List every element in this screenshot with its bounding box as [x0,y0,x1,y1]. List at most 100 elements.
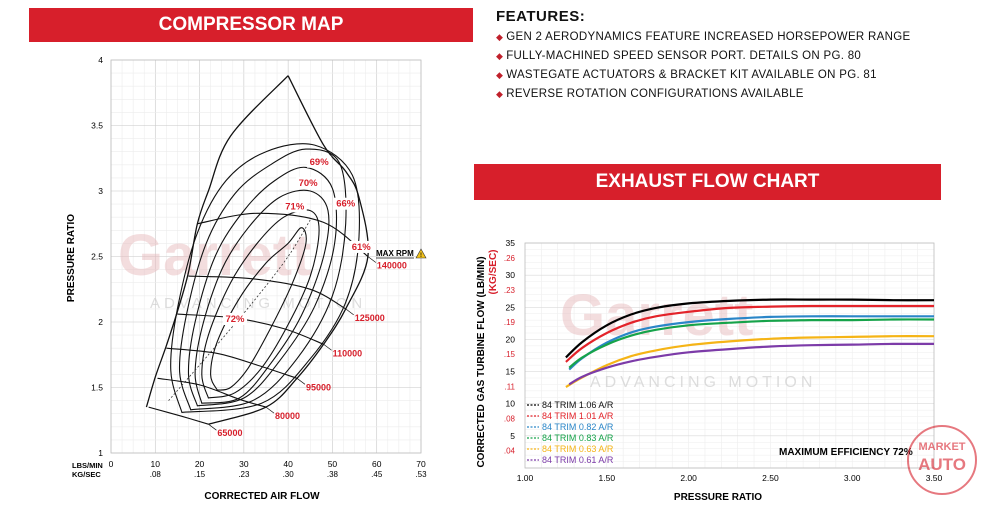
y-tick-label-lb-min: 35 [506,238,516,248]
speed-line-leader [296,378,306,385]
speed-line [166,347,298,379]
feature-item: ◆ WASTEGATE ACTUATORS & BRACKET KIT AVAIL… [496,66,966,85]
compressor-curves [145,75,377,431]
legend-entry: 84 TRIM 1.01 A/R [542,411,614,421]
compressor-map-banner: COMPRESSOR MAP [29,8,473,42]
x-tick-label-lbs-min: 10 [151,459,161,469]
y-tick-label-kg-sec: .19 [504,318,516,327]
x-tick-label-kg-sec: .15 [194,470,206,479]
compressor-labels: 65000 80000 95000 110000 125000 140000 72% 71% 7… [217,155,407,438]
y-tick-label-kg-sec: .11 [504,382,515,391]
speed-line-label: 95000 [306,382,331,392]
efficiency-island [194,189,330,404]
x-unit-lbs-min: LBS/MIN [72,461,103,470]
legend-entry: 84 TRIM 0.63 A/R [542,444,614,454]
x-tick-label: 2.00 [680,473,697,483]
market-auto-badge: MARKET AUTO [907,425,977,495]
y-tick-label: 1 [98,448,103,458]
y-tick-label-lb-min: 10 [506,399,516,409]
exhaust-legend: 84 TRIM 1.06 A/R84 TRIM 1.01 A/R84 TRIM … [527,400,614,465]
y-tick-label: 2.5 [91,252,103,262]
series-line [565,335,935,388]
legend-entry: 84 TRIM 0.61 A/R [542,455,614,465]
diamond-bullet-icon: ◆ [496,89,504,99]
speed-line-label: 140000 [377,261,407,271]
exhaust-grid [524,242,935,469]
speed-line-label: 65000 [217,428,242,438]
efficiency-label-bg [349,240,374,253]
speed-line [177,313,324,345]
speed-line-label: 110000 [333,348,363,358]
exhaust-watermark-tagline: ADVANCING MOTION [590,374,816,391]
efficiency-island [201,209,320,399]
y-tick-label-lb-min: 5 [510,431,515,441]
x-tick-label-kg-sec: .08 [150,470,162,479]
efficiency-label-bg [296,176,321,189]
feature-text: REVERSE ROTATION CONFIGURATIONS AVAILABL… [506,88,804,100]
x-tick-label-lbs-min: 0 [109,459,114,469]
diamond-bullet-icon: ◆ [496,51,504,61]
feature-text: WASTEGATE ACTUATORS & BRACKET KIT AVAILA… [506,69,877,81]
y-tick-label-kg-sec: .15 [504,350,516,359]
features-list: ◆ GEN 2 AERODYNAMICS FEATURE INCREASED HO… [496,28,966,104]
y-tick-label-kg-sec: .04 [504,447,516,456]
speed-line-label: 125000 [355,313,385,323]
y-tick-label: 3 [98,186,103,196]
x-tick-label: 2.50 [762,473,779,483]
efficiency-label-bg [307,155,332,168]
x-unit-kg-sec: KG/SEC [72,470,101,479]
badge-top-text: MARKET [918,441,965,453]
x-tick-label: 1.50 [599,473,616,483]
x-tick-label: 3.50 [926,473,943,483]
optimal-efficiency-line [168,219,311,401]
legend-entry: 84 TRIM 0.83 A/R [542,433,614,443]
exhaust-x-axis-label: PRESSURE RATIO [674,492,762,503]
compressor-y-axis-label: PRESSURE RATIO [66,214,77,302]
y-tick-label-lb-min: 30 [506,270,516,280]
series-line [565,298,935,359]
x-tick-label-kg-sec: .45 [371,470,383,479]
feature-text: GEN 2 AERODYNAMICS FEATURE INCREASED HOR… [506,31,911,43]
y-tick-label: 3.5 [91,121,103,131]
svg-text:!: ! [420,253,422,259]
max-rpm-label: MAX RPM [376,249,414,258]
x-tick-label-lbs-min: 70 [416,459,426,469]
efficiency-label-bg [333,197,358,210]
y-tick-label-kg-sec: .23 [504,286,516,295]
efficiency-label: 69% [310,157,330,168]
speed-line-leader [323,343,332,351]
speed-line-label: 80000 [275,411,300,421]
max-rpm-annotation: MAX RPM ! [376,248,427,259]
exhaust-y-axis-label-secondary: (KG/SEC) [488,250,499,295]
compressor-axes: PRESSURE RATIO CORRECTED AIR FLOW LBS/MI… [66,55,427,502]
efficiency-label: 70% [299,178,319,189]
efficiency-label: 66% [336,199,356,210]
y-tick-label-lb-min: 25 [506,302,516,312]
feature-item: ◆ FULLY-MACHINED SPEED SENSOR PORT. DETAI… [496,47,966,66]
choke-line [208,75,369,425]
speed-line-leader [265,406,275,414]
x-tick-label-kg-sec: .53 [415,470,427,479]
x-tick-label-lbs-min: 50 [328,459,338,469]
speed-line [188,275,346,310]
y-tick-label-kg-sec: .26 [504,254,516,263]
efficiency-label-bg [223,313,247,325]
x-tick-label: 1.00 [517,473,534,483]
speed-line [197,212,369,257]
efficiency-label: 72% [225,314,245,325]
legend-entry: 84 TRIM 0.82 A/R [542,422,614,432]
efficiency-label: 71% [285,201,305,212]
diamond-bullet-icon: ◆ [496,70,504,80]
x-tick-label-lbs-min: 40 [283,459,293,469]
plot-border [524,242,935,469]
efficiency-label-bg [282,200,307,213]
y-tick-label-lb-min: 15 [506,367,516,377]
x-tick-label-kg-sec: .23 [238,470,250,479]
features-title: FEATURES: [496,8,586,25]
y-tick-label: 2 [98,317,103,327]
compressor-grid [110,59,422,454]
speed-line-leader [367,256,377,263]
speed-line-leader [345,308,354,316]
exhaust-flow-chart-banner: EXHAUST FLOW CHART [474,164,941,200]
